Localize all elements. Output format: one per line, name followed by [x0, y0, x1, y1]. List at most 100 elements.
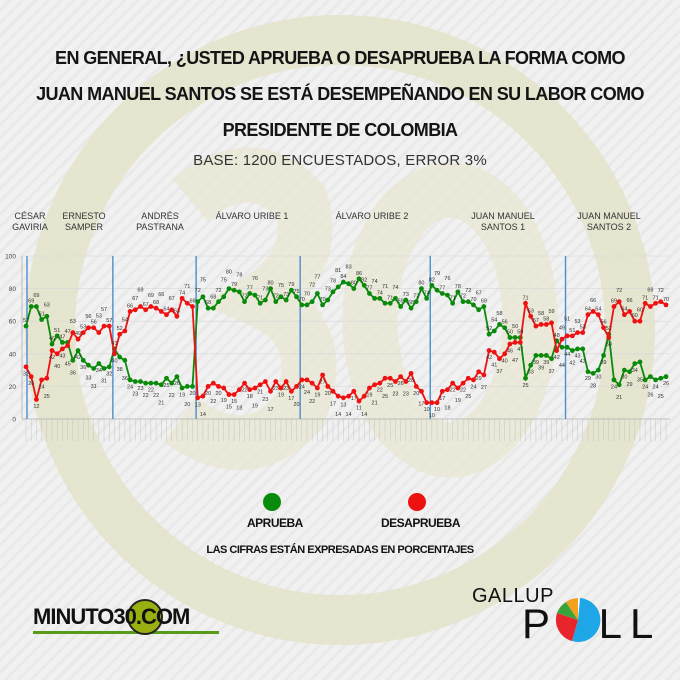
approve-point: [226, 286, 232, 291]
approve-point: [502, 325, 508, 331]
approve-data-label: 72: [309, 282, 315, 288]
approve-point: [465, 299, 471, 305]
approve-point: [335, 284, 341, 290]
approve-point: [34, 304, 39, 309]
disapprove-point: [543, 322, 549, 327]
disapprove-data-label: 67: [169, 296, 175, 302]
approve-point: [200, 294, 206, 300]
disapprove-point: [309, 380, 315, 386]
approve-point: [164, 375, 169, 381]
disapprove-point: [112, 351, 117, 357]
disapprove-data-label: 37: [496, 369, 502, 375]
disapprove-data-label: 12: [33, 404, 39, 410]
disapprove-legend-dot: [408, 493, 426, 511]
approve-data-label: 73: [262, 286, 268, 292]
approve-point: [80, 357, 86, 363]
disapprove-point: [304, 377, 310, 383]
disapprove-data-label: 17: [267, 407, 273, 413]
approve-point: [314, 291, 320, 296]
disapprove-point: [611, 304, 617, 309]
gallup-poll-logo: GALLUP POLL: [470, 585, 653, 647]
disapprove-data-label: 66: [158, 292, 164, 298]
approve-point: [288, 287, 294, 293]
approve-data-label: 78: [236, 273, 242, 279]
approve-data-label: 77: [439, 285, 445, 291]
disapprove-point: [533, 323, 539, 329]
disapprove-point: [585, 312, 591, 318]
approve-data-label: 50: [512, 324, 518, 330]
disapprove-data-label: 70: [663, 297, 669, 303]
approve-data-label: 48: [554, 333, 560, 339]
disapprove-data-label: 47: [517, 347, 523, 353]
disapprove-data-label: 11: [356, 406, 362, 412]
approve-point: [491, 328, 497, 334]
disapprove-data-label: 53: [574, 319, 580, 325]
disapprove-point: [387, 375, 393, 381]
approve-data-label: 84: [340, 274, 346, 280]
y-tick-label: 20: [9, 384, 17, 391]
approve-point: [70, 357, 76, 363]
disapprove-data-label: 53: [580, 325, 586, 331]
approve-data-label: 21: [158, 400, 164, 406]
disapprove-point: [340, 395, 346, 401]
disapprove-data-label: 28: [408, 378, 414, 384]
approve-data-label: 39: [533, 360, 539, 366]
approve-data-label: 37: [548, 369, 554, 375]
approve-data-label: 52: [486, 326, 492, 332]
approve-data-label: 74: [372, 279, 378, 285]
approve-point: [54, 333, 60, 339]
approve-point: [153, 380, 159, 386]
approve-point: [268, 286, 273, 291]
approve-data-label: 31: [91, 384, 97, 390]
approve-point: [91, 366, 97, 371]
disapprove-point: [236, 387, 242, 393]
disapprove-data-label: 17: [351, 396, 357, 402]
approve-point: [205, 305, 211, 311]
approve-point: [184, 384, 190, 389]
approve-data-label: 32: [106, 371, 112, 377]
disapprove-data-label: 22: [450, 388, 456, 394]
disapprove-line: [25, 296, 667, 404]
disapprove-data-label: 22: [241, 388, 247, 394]
approve-point: [210, 305, 216, 311]
disapprove-point: [393, 379, 398, 384]
disapprove-point: [268, 388, 273, 394]
disapprove-point: [434, 400, 440, 406]
approve-data-label: 23: [137, 386, 143, 392]
disapprove-data-label: 20: [325, 391, 331, 397]
disapprove-data-label: 22: [210, 399, 216, 405]
approve-legend-label: APRUEBA: [247, 516, 303, 530]
disapprove-point: [507, 341, 513, 347]
disapprove-point: [330, 388, 336, 394]
approve-point: [408, 305, 414, 311]
approve-point: [580, 346, 586, 352]
approve-data-label: 22: [153, 393, 159, 399]
disapprove-data-label: 40: [111, 358, 117, 364]
approve-data-label: 52: [606, 326, 612, 332]
approve-point: [304, 302, 310, 308]
disapprove-point: [356, 398, 362, 404]
disapprove-point: [60, 346, 65, 352]
approve-data-label: 33: [528, 370, 534, 376]
disapprove-data-label: 71: [642, 295, 648, 301]
disapprove-data-label: 14: [361, 412, 367, 418]
approve-data-label: 24: [642, 384, 648, 390]
disapprove-point: [106, 323, 112, 329]
approve-point: [434, 287, 440, 293]
approve-data-label: 79: [434, 271, 440, 277]
approve-point: [403, 297, 409, 303]
disapprove-data-label: 22: [309, 399, 315, 405]
disapprove-data-label: 72: [658, 288, 664, 294]
disapprove-data-label: 40: [54, 364, 60, 370]
approve-data-label: 26: [663, 381, 669, 387]
approve-data-label: 42: [75, 355, 81, 361]
approve-data-label: 24: [611, 384, 617, 390]
disapprove-data-label: 27: [481, 385, 487, 391]
minuto30-logo: MINUTO30.COM: [33, 598, 219, 638]
period-label-gaviria: CÉSAR GAVIRIA: [12, 211, 48, 232]
approve-data-label: 36: [122, 376, 128, 382]
disapprove-data-label: 69: [647, 287, 653, 293]
approve-data-label: 68: [205, 300, 211, 306]
approve-data-label: 63: [44, 303, 50, 309]
period-label-uribe-1: ÁLVARO URIBE 1: [215, 211, 289, 221]
